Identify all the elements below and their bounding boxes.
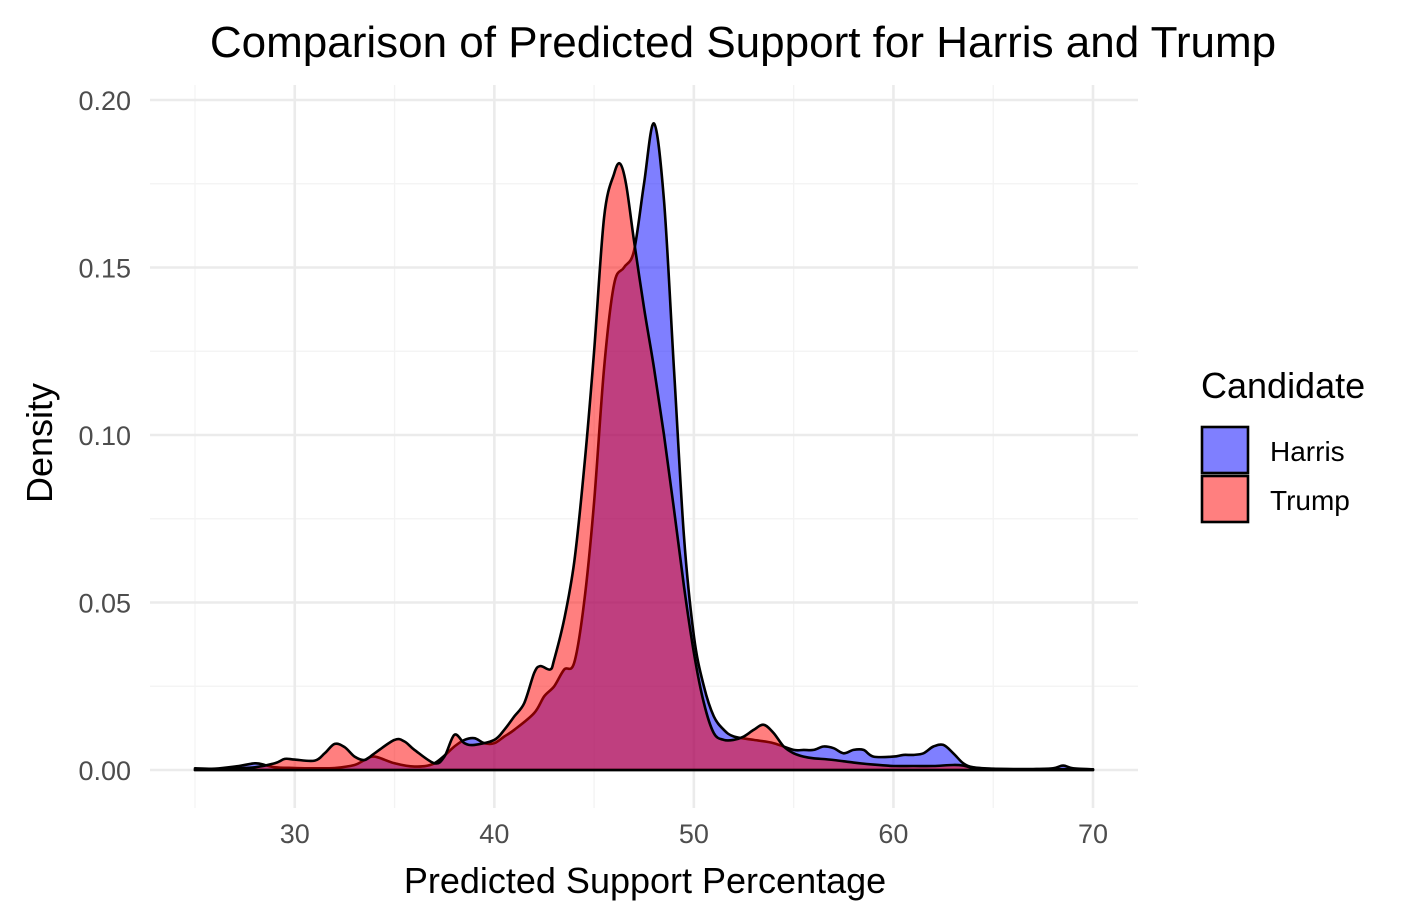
legend-label-harris: Harris — [1270, 436, 1345, 467]
y-tick-label: 0.20 — [78, 86, 131, 116]
y-tick-label: 0.15 — [78, 254, 131, 284]
x-tick-label: 70 — [1078, 819, 1108, 849]
density-areas — [193, 122, 1095, 772]
legend-key-harris — [1200, 425, 1250, 475]
y-tick-label: 0.00 — [78, 756, 131, 786]
x-tick-label: 50 — [679, 819, 709, 849]
y-tick-label: 0.05 — [78, 589, 131, 619]
legend-label-trump: Trump — [1270, 485, 1350, 516]
legend-key-trump — [1200, 474, 1250, 524]
chart-title: Comparison of Predicted Support for Harr… — [210, 18, 1276, 67]
x-tick-label: 40 — [479, 819, 509, 849]
legend: Candidate Harris Trump — [1200, 365, 1365, 524]
y-axis-title: Density — [19, 383, 60, 503]
x-tick-label: 60 — [878, 819, 908, 849]
x-axis-ticks: 30 40 50 60 70 — [280, 819, 1108, 849]
y-tick-label: 0.10 — [78, 421, 131, 451]
x-axis-title: Predicted Support Percentage — [404, 860, 886, 901]
x-tick-label: 30 — [280, 819, 310, 849]
density-area-trump — [193, 161, 1095, 772]
y-axis-ticks: 0.00 0.05 0.10 0.15 0.20 — [78, 86, 131, 786]
legend-title: Candidate — [1201, 365, 1365, 406]
